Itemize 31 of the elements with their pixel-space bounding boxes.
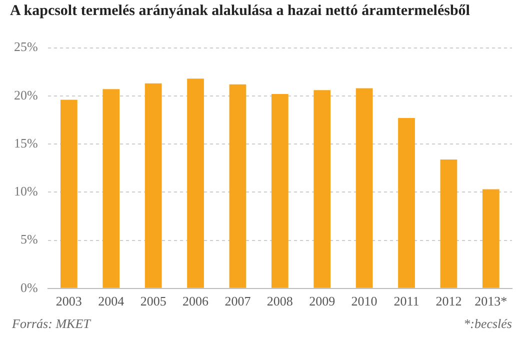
x-tick-label: 2004	[98, 294, 125, 309]
x-tick-label: 2003	[56, 294, 82, 309]
text: Forrás: MKET	[12, 316, 90, 332]
bar	[356, 88, 373, 288]
bar	[482, 189, 500, 288]
y-tick-label: 20%	[14, 87, 38, 102]
bar	[398, 118, 415, 288]
text: *:becslés	[464, 316, 512, 332]
x-tick-label: 2006	[182, 294, 210, 309]
bar	[144, 83, 162, 288]
chart-title: A kapcsolt termelés arányának alakulása a hazai nettó áramtermelésből	[10, 3, 470, 20]
x-tick-label: 2009	[309, 294, 336, 309]
y-tick-label: 10%	[14, 184, 38, 199]
y-tick-label: 15%	[14, 135, 38, 150]
y-tick-label: 0%	[20, 280, 38, 295]
bar	[187, 78, 204, 288]
x-tick-label: 2008	[266, 294, 293, 309]
x-tick-label: 2012	[436, 294, 462, 309]
x-tick-label: 2013*	[474, 294, 508, 309]
x-tick-label: 2010	[351, 294, 378, 309]
bar	[314, 90, 331, 288]
bar	[271, 94, 288, 288]
bar	[102, 89, 120, 288]
bar	[440, 159, 458, 288]
x-tick-label: 2011	[394, 294, 420, 309]
x-tick-label: 2007	[224, 294, 252, 309]
bar	[60, 100, 78, 288]
y-tick-label: 25%	[14, 39, 38, 54]
bar	[229, 84, 246, 288]
y-tick-label: 5%	[20, 232, 38, 247]
x-tick-label: 2005	[140, 294, 166, 309]
